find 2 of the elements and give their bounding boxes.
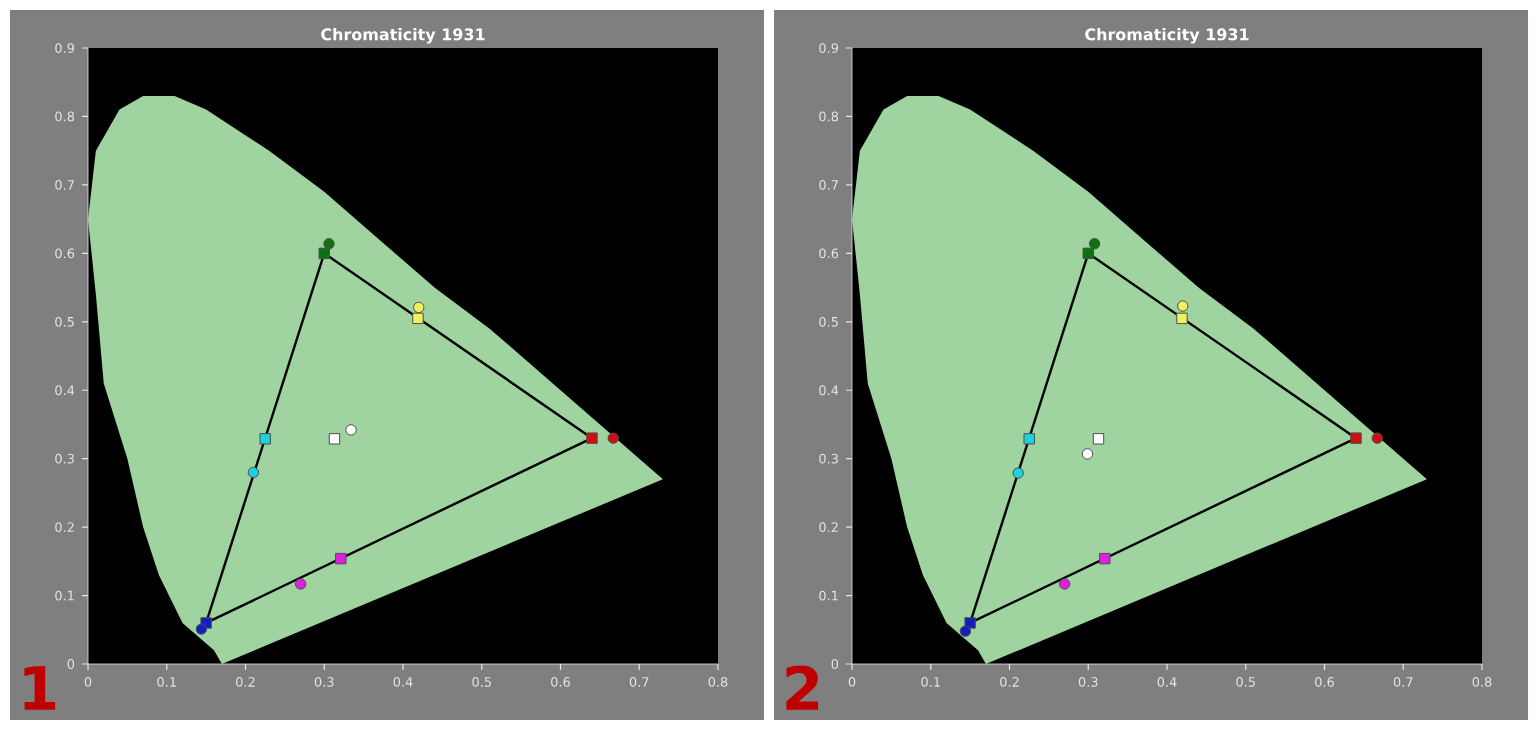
text: 1	[24, 666, 56, 710]
text: 2	[786, 665, 819, 710]
